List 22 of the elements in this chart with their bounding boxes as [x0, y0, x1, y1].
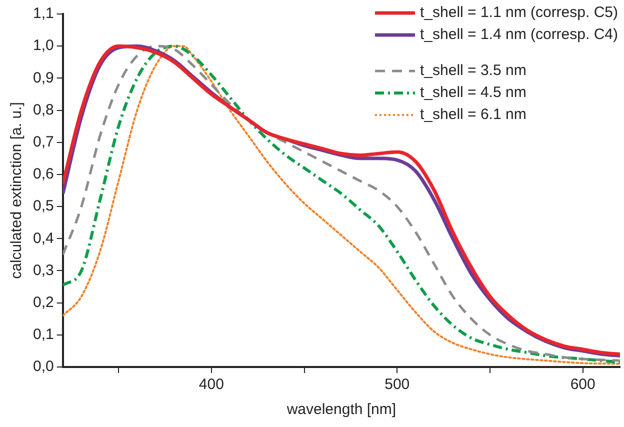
- y-tick-label: 0,8: [32, 101, 54, 118]
- y-tick-label: 1,1: [32, 5, 54, 22]
- x-tick-label: 600: [570, 376, 596, 394]
- y-tick-label: 0,4: [32, 230, 54, 247]
- y-tick-label: 1,0: [32, 37, 54, 54]
- y-axis-title: calculated extinction [a. u.]: [8, 102, 26, 279]
- legend-label: t_shell = 6.1 nm: [420, 105, 526, 125]
- y-tick-label: 0,6: [32, 166, 54, 183]
- legend-label: t_shell = 1.1 nm (corresp. C5): [420, 3, 618, 23]
- y-tick-label: 0,7: [32, 134, 54, 151]
- y-tick-label: 0,2: [32, 294, 54, 311]
- y-tick-label: 0,0: [32, 358, 54, 376]
- x-axis-title: wavelength [nm]: [286, 401, 396, 418]
- y-tick-label: 0,3: [32, 262, 54, 279]
- y-tick-label: 0,1: [32, 326, 54, 344]
- x-tick-label: 500: [384, 376, 410, 394]
- legend-label: t_shell = 1.4 nm (corresp. C4): [420, 25, 618, 45]
- y-tick-label: 0,5: [32, 198, 54, 215]
- legend-label: t_shell = 4.5 nm: [420, 83, 526, 103]
- y-tick-label: 0,9: [32, 69, 54, 86]
- x-tick-label: 400: [198, 376, 224, 394]
- legend-label: t_shell = 3.5 nm: [420, 61, 526, 81]
